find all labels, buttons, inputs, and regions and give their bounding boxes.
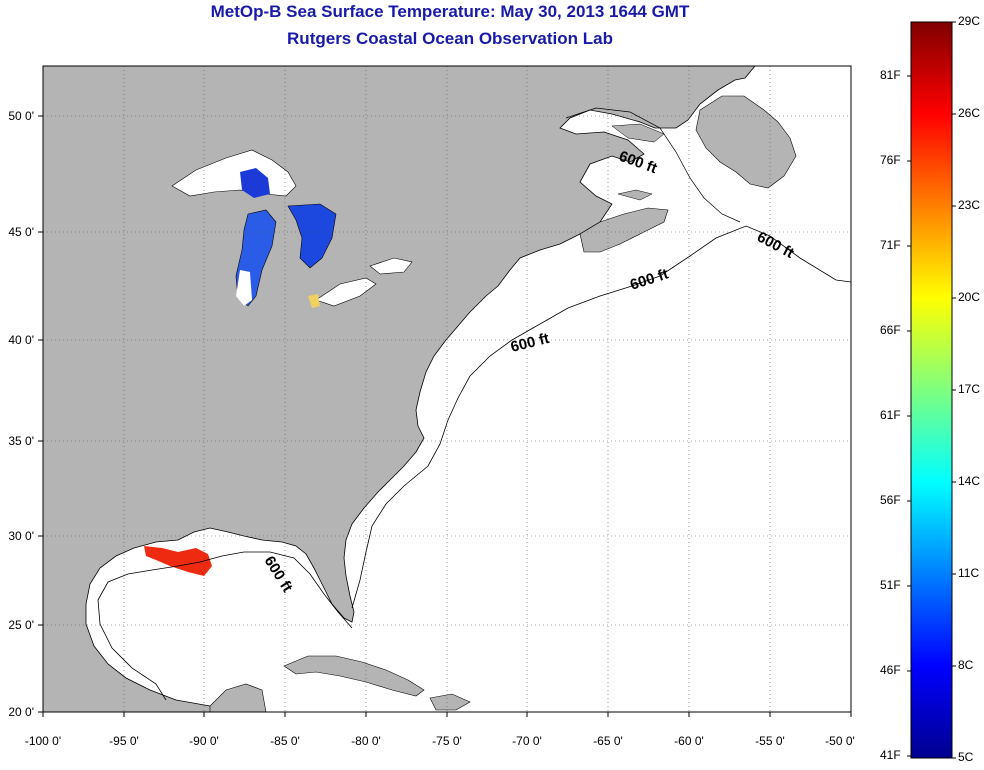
map-subtitle: Rutgers Coastal Ocean Observation Lab: [287, 29, 613, 48]
lon-label: -100 0': [25, 734, 61, 748]
lon-label: -60 0': [674, 734, 704, 748]
lon-label: -85 0': [270, 734, 300, 748]
colorbar-fahrenheit-label: 41F: [880, 748, 901, 762]
colorbar-fahrenheit-label: 61F: [880, 408, 901, 422]
lat-label: 35 0': [8, 434, 34, 448]
land-newfoundland: [695, 95, 797, 189]
map-title: MetOp-B Sea Surface Temperature: May 30,…: [210, 2, 690, 21]
colorbar-fahrenheit-label: 46F: [880, 663, 901, 677]
colorbar-celsius-label: 23C: [958, 198, 981, 212]
land-north-america: [43, 66, 756, 712]
lake-ontario: [369, 257, 413, 275]
lat-label: 50 0': [8, 109, 34, 123]
colorbar-celsius-label: 11C: [958, 566, 980, 580]
lon-label: -70 0': [512, 734, 542, 748]
lon-label: -95 0': [109, 734, 139, 748]
colorbar-celsius-label: 5C: [958, 750, 974, 764]
lon-label: -90 0': [189, 734, 219, 748]
colorbar-celsius-label: 14C: [958, 474, 981, 488]
lat-label: 30 0': [8, 529, 34, 543]
colorbar-fahrenheit-label: 76F: [880, 153, 901, 167]
colorbar-celsius-label: 20C: [958, 290, 981, 304]
lon-label: -50 0': [825, 734, 855, 748]
lake-erie-sst: [308, 294, 320, 308]
colorbar-fahrenheit-label: 81F: [880, 68, 901, 82]
contour-600ft-gulfstl: [565, 107, 741, 223]
land-yucatan: [209, 683, 267, 712]
colorbar-fahrenheit-label: 56F: [880, 493, 901, 507]
colorbar: [910, 21, 953, 759]
lon-label: -65 0': [593, 734, 623, 748]
lake-superior-sst: [240, 168, 270, 198]
gulf-warm-sst: [144, 546, 212, 576]
lat-label: 40 0': [8, 333, 34, 347]
lon-label: -80 0': [351, 734, 381, 748]
lake-huron: [287, 203, 337, 269]
colorbar-celsius-label: 26C: [958, 106, 981, 120]
colorbar-fahrenheit-label: 51F: [880, 578, 901, 592]
lon-label: -75 0': [432, 734, 462, 748]
colorbar-fahrenheit-label: 66F: [880, 323, 901, 337]
lat-label: 20 0': [8, 705, 34, 719]
land-nova-scotia: [579, 207, 669, 253]
land-pei: [617, 189, 653, 201]
colorbar-fahrenheit-label: 71F: [880, 238, 901, 252]
lat-label: 25 0': [8, 618, 34, 632]
lake-michigan-shore: [236, 270, 252, 306]
lake-erie: [315, 277, 377, 307]
lon-label: -55 0': [755, 734, 785, 748]
graticule: [43, 66, 851, 712]
land-hispaniola: [429, 693, 471, 711]
colorbar-celsius-label: 17C: [958, 382, 981, 396]
lat-label: 45 0': [8, 225, 34, 239]
colorbar-celsius-label: 29C: [958, 14, 981, 28]
colorbar-celsius-label: 8C: [958, 658, 974, 672]
land-anticosti: [611, 123, 665, 143]
contour-600ft-gulf: [97, 551, 353, 701]
colorbar-ticks: [907, 21, 956, 759]
land-cuba: [283, 655, 425, 697]
